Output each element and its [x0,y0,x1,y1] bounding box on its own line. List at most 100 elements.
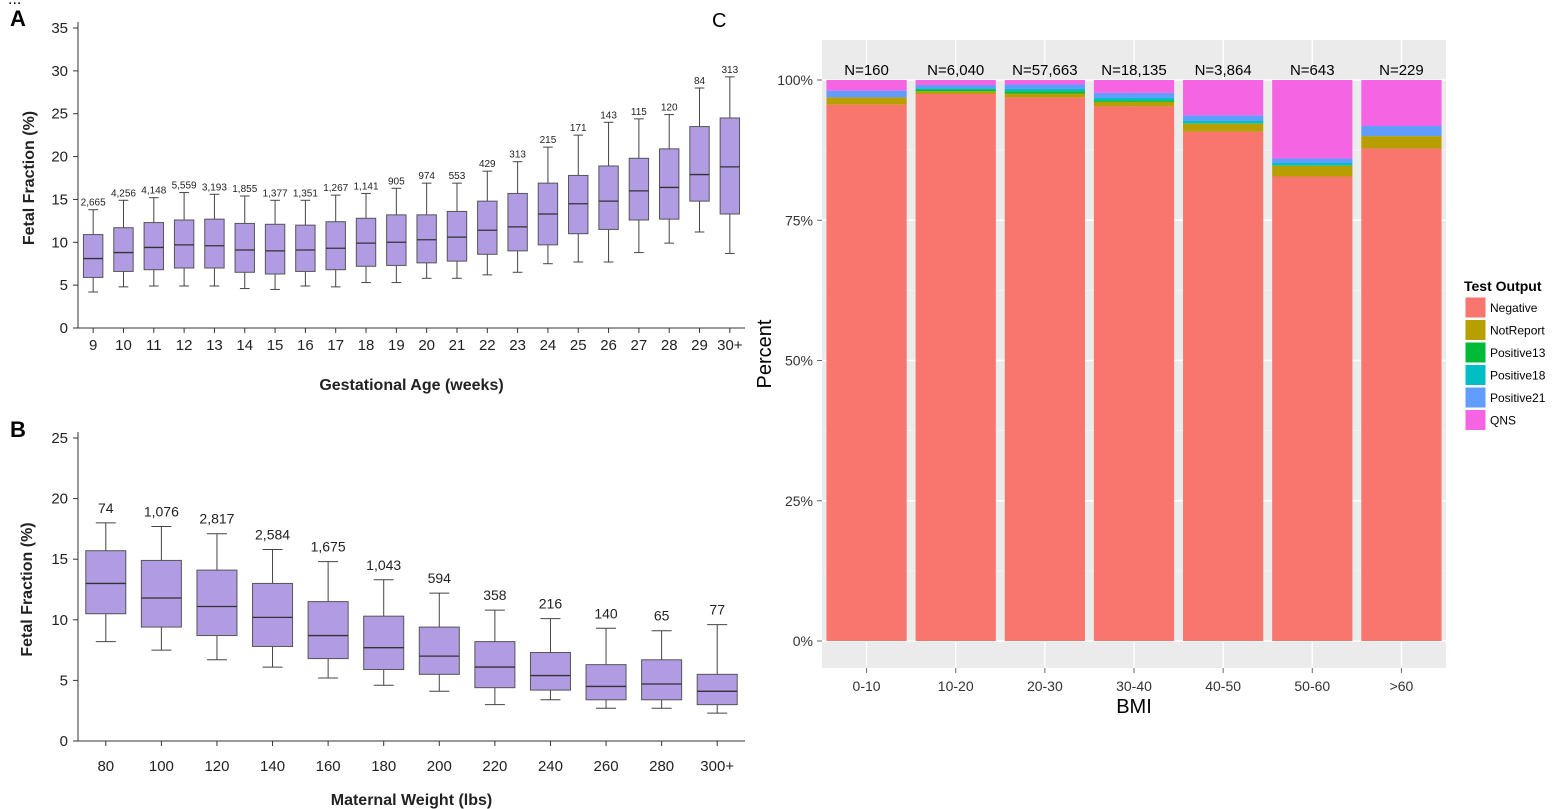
count-label: 974 [418,171,435,182]
x-tick-label: 24 [540,337,557,354]
panel-label-b: B [10,417,26,442]
x-tick-label: 30+ [717,337,743,354]
x-tick-label: 10-20 [938,678,974,694]
x-tick-label: 25 [570,337,587,354]
legend-label-qns: QNS [1490,414,1516,428]
bar-segment-notreport [826,97,907,105]
x-tick-label: 27 [631,337,648,354]
x-tick-label: >60 [1390,678,1414,694]
x-tick-label: 13 [206,337,223,354]
bar-segment-positive18 [1183,120,1264,124]
box [307,601,349,660]
panel-label-c: C [712,10,726,32]
count-label: 215 [540,135,557,146]
y-axis-title: Fetal Fraction (%) [21,111,38,245]
bar-segment-positive13 [915,89,996,92]
legend-swatch-positive21 [1464,386,1487,409]
legend-swatch-notreport [1464,319,1487,341]
x-axis-title: Gestational Age (weeks) [319,377,503,394]
bar-segment-qns [915,80,996,86]
box [173,219,195,269]
legend-label-positive21: Positive21 [1490,391,1546,405]
count-label: 1,855 [232,184,257,195]
bar-segment-positive21 [1272,158,1353,164]
bar-segment-negative [915,94,996,641]
bar-segment-qns [826,80,907,91]
box [82,234,104,278]
bar-segment-qns [1093,80,1175,93]
bar-segment-notreport [1004,93,1085,98]
box [355,217,377,267]
bar-segment-negative [1183,131,1264,641]
count-label: 2,817 [199,511,234,527]
bar-segment-qns [1361,80,1442,127]
bar-segment-positive21 [826,90,907,98]
bar-segment-negative [826,104,907,641]
x-tick-label: 11 [146,337,162,354]
count-label: 553 [449,171,466,182]
bar-segment-positive18 [915,88,996,90]
bar-segment-negative [1093,106,1175,641]
bar-segment-positive13 [1272,165,1353,166]
legend-swatch-qns [1464,409,1487,431]
y-tick-label: 0% [793,633,813,649]
box [196,569,238,637]
x-tick-label: 18 [358,337,375,354]
box [719,117,741,215]
y-axis-title: Percent [754,319,776,388]
count-label: 65 [654,608,670,624]
y-tick-label: 5 [60,277,68,294]
y-tick-label: 5 [60,672,68,689]
count-label: 5,559 [172,181,197,192]
count-label: 2,584 [255,527,290,543]
bar-segment-positive21 [1093,92,1175,98]
x-tick-label: 17 [327,337,344,354]
x-tick-label: 28 [661,337,678,354]
bar-segment-positive13 [1093,100,1175,102]
x-tick-label: 50-60 [1294,678,1330,694]
y-tick-label: 0 [60,320,68,337]
bar-count-label: N=160 [844,62,889,79]
x-tick-label: 15 [267,337,284,354]
box [204,218,225,269]
y-axis-title: Fetal Fraction (%) [19,522,36,656]
legend-swatch-negative [1464,296,1487,319]
count-label: 77 [709,602,725,618]
count-label: 1,043 [366,557,401,573]
bar-segment-qns [1004,80,1085,85]
bar-segment-positive13 [1183,123,1264,124]
y-tick-label: 25% [785,493,813,509]
bar-count-label: N=3,864 [1195,62,1252,79]
bar-count-label: N=57,663 [1012,62,1077,79]
box [641,659,683,701]
box [659,148,680,220]
count-label: 313 [721,65,738,76]
x-tick-label: 9 [89,337,97,354]
x-tick-label: 160 [316,758,341,775]
count-label: 358 [483,587,507,603]
x-tick-label: 12 [176,337,193,354]
bar-segment-positive21 [1004,84,1085,89]
y-tick-label: 100% [777,72,813,88]
bar-segment-positive13 [1004,91,1085,94]
bar-segment-negative [1361,148,1442,641]
legend-label-negative: Negative [1490,301,1538,315]
panel-c-stacked-bar: 0% 25% 50% 75% 100% N=160 0-10 N=6,040 10-20 N=57… [754,40,1546,718]
panel-label-a: A [10,6,26,31]
x-tick-label: 240 [538,758,563,775]
legend-title: Test Output [1464,278,1542,294]
box [386,214,407,266]
x-tick-label: 14 [236,337,253,354]
x-tick-label: 100 [149,758,174,775]
count-label: 1,377 [263,188,288,199]
x-tick-label: 22 [479,337,496,354]
box [628,157,650,221]
box [140,559,182,628]
legend-swatch-positive18 [1464,364,1487,386]
panel-a-boxplot: 0 5 10 15 20 25 30 35 9 2,665 10 4,256 11 4,148 12 5,55… [21,20,745,394]
box [416,214,437,264]
bar-segment-positive21 [1183,115,1264,121]
box [568,174,589,235]
box [598,165,619,230]
box [418,626,460,675]
